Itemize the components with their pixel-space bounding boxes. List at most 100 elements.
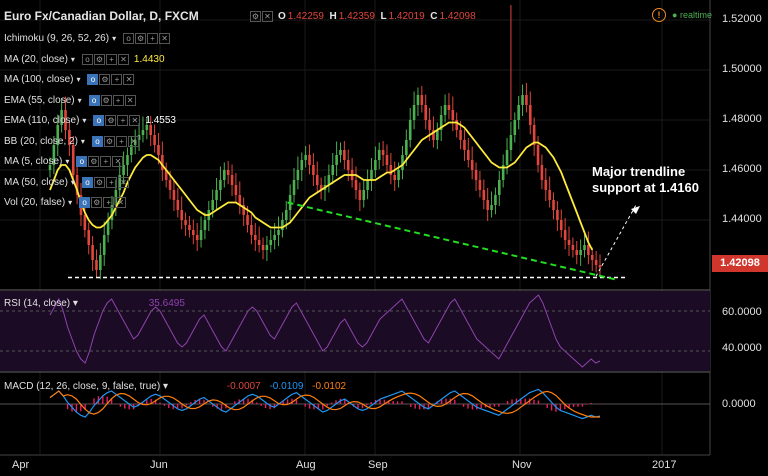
- candle-body: [99, 255, 102, 270]
- add-icon[interactable]: +: [103, 197, 115, 208]
- chevron-down-icon: ▾: [68, 198, 73, 207]
- settings-icon[interactable]: ⚙: [91, 197, 103, 208]
- chevron-down-icon: ▾: [65, 157, 70, 166]
- candle-body: [304, 155, 307, 160]
- candle-body: [559, 220, 563, 230]
- macd-tick-zero: 0.0000: [722, 398, 756, 410]
- eye-icon[interactable]: o: [87, 74, 99, 85]
- chevron-down-icon: ▾: [76, 75, 81, 84]
- candle-body: [281, 220, 284, 230]
- candle-body: [420, 95, 424, 105]
- rsi-value: 35.6495: [148, 298, 185, 309]
- eye-icon[interactable]: o: [81, 53, 93, 65]
- indicator-buttons[interactable]: o ⚙ + ✕: [91, 135, 139, 147]
- indicator-row[interactable]: Ichimoku (9, 26, 52, 26) ▾: [4, 33, 116, 44]
- candle-body: [273, 235, 276, 240]
- candle-body: [505, 150, 509, 165]
- candle-body: [335, 155, 338, 165]
- add-icon[interactable]: +: [112, 94, 124, 106]
- candle-body: [137, 135, 141, 140]
- candle-body: [141, 130, 145, 135]
- add-icon[interactable]: +: [111, 74, 123, 85]
- indicator-row[interactable]: EMA (55, close) ▾: [4, 95, 82, 106]
- indicator-buttons[interactable]: o ⚙ + ✕: [93, 115, 141, 126]
- add-icon[interactable]: +: [147, 33, 159, 44]
- settings-icon[interactable]: ⚙: [105, 115, 117, 126]
- settings-icon[interactable]: ⚙: [250, 11, 261, 22]
- indicator-row[interactable]: BB (20, close, 2) ▾: [4, 136, 85, 147]
- time-tick: Nov: [512, 459, 532, 471]
- settings-icon[interactable]: ⚙: [93, 53, 105, 65]
- settings-icon[interactable]: ⚙: [93, 176, 105, 188]
- settings-icon[interactable]: ⚙: [103, 135, 115, 147]
- close-icon[interactable]: ✕: [127, 135, 139, 147]
- add-icon[interactable]: +: [105, 53, 117, 65]
- add-icon[interactable]: +: [115, 135, 127, 147]
- macd-legend: MACD (12, 26, close, 9, false, true) ▾ -…: [4, 381, 347, 392]
- candle-body: [354, 180, 358, 190]
- indicator-row[interactable]: MA (50, close) ▾: [4, 177, 75, 188]
- indicator-buttons[interactable]: o ⚙ + ✕: [76, 156, 124, 167]
- trendline: [287, 201, 618, 281]
- close-icon[interactable]: ✕: [159, 33, 171, 44]
- warning-icon[interactable]: !: [652, 8, 666, 22]
- indicator-label: MA (5, close): [4, 156, 63, 167]
- candle-body: [583, 245, 586, 250]
- candle-body: [157, 145, 160, 155]
- indicator-label: Vol (20, false): [4, 197, 66, 208]
- indicator-row[interactable]: MA (100, close) ▾: [4, 74, 81, 85]
- candle-body: [52, 145, 56, 165]
- rsi-tick-40: 40.0000: [722, 342, 762, 354]
- settings-icon[interactable]: ⚙: [88, 156, 100, 167]
- eye-icon[interactable]: o: [76, 156, 88, 167]
- indicator-buttons[interactable]: o ⚙ + ✕: [81, 53, 129, 65]
- rsi-legend: RSI (14, close) ▾ 35.6495: [4, 298, 185, 309]
- indicator-buttons[interactable]: o ⚙ + ✕: [79, 197, 127, 208]
- candle-body: [296, 170, 300, 180]
- indicator-row[interactable]: EMA (110, close) ▾: [4, 115, 86, 126]
- close-icon[interactable]: ✕: [117, 176, 129, 188]
- add-icon[interactable]: +: [117, 115, 129, 126]
- candle-body: [517, 105, 520, 120]
- chevron-down-icon: ▾: [77, 95, 82, 105]
- eye-icon[interactable]: o: [81, 176, 93, 188]
- candle-body: [215, 190, 218, 200]
- indicator-row[interactable]: Vol (20, false) ▾: [4, 197, 72, 208]
- header-controls[interactable]: ⚙ ✕: [250, 11, 273, 22]
- high-value: 1.42359: [338, 11, 375, 22]
- close-icon[interactable]: ✕: [129, 115, 141, 126]
- eye-icon[interactable]: o: [91, 135, 103, 147]
- settings-icon[interactable]: ⚙: [100, 94, 112, 106]
- settings-icon[interactable]: ⚙: [135, 33, 147, 44]
- eye-icon[interactable]: o: [79, 197, 91, 208]
- candle-body: [482, 190, 486, 200]
- candle-body: [525, 95, 528, 105]
- indicator-buttons[interactable]: o ⚙ + ✕: [87, 74, 135, 85]
- candle-body: [587, 245, 590, 255]
- candle-body: [428, 120, 431, 130]
- candle-body: [95, 260, 98, 270]
- close-icon[interactable]: ✕: [112, 156, 124, 167]
- close-icon[interactable]: ✕: [117, 53, 129, 65]
- add-icon[interactable]: +: [100, 156, 112, 167]
- candle-body: [544, 180, 548, 190]
- eye-icon[interactable]: o: [123, 33, 135, 44]
- close-icon[interactable]: ✕: [262, 11, 273, 22]
- candle-body: [219, 180, 222, 190]
- close-icon[interactable]: ✕: [123, 74, 135, 85]
- eye-icon[interactable]: o: [93, 115, 105, 126]
- indicator-row[interactable]: MA (20, close) ▾: [4, 54, 75, 65]
- indicator-buttons[interactable]: o ⚙ + ✕: [123, 33, 171, 44]
- indicator-buttons[interactable]: o ⚙ + ✕: [81, 176, 129, 188]
- indicator-buttons[interactable]: o ⚙ + ✕: [88, 94, 136, 106]
- close-icon[interactable]: ✕: [124, 94, 136, 106]
- indicator-row[interactable]: MA (5, close) ▾: [4, 156, 69, 167]
- price-tick: 1.50000: [722, 63, 762, 75]
- eye-icon[interactable]: o: [88, 94, 100, 106]
- close-icon[interactable]: ✕: [115, 197, 127, 208]
- candle-body: [122, 165, 125, 175]
- settings-icon[interactable]: ⚙: [99, 74, 111, 85]
- candle-body: [443, 105, 447, 115]
- add-icon[interactable]: +: [105, 176, 117, 188]
